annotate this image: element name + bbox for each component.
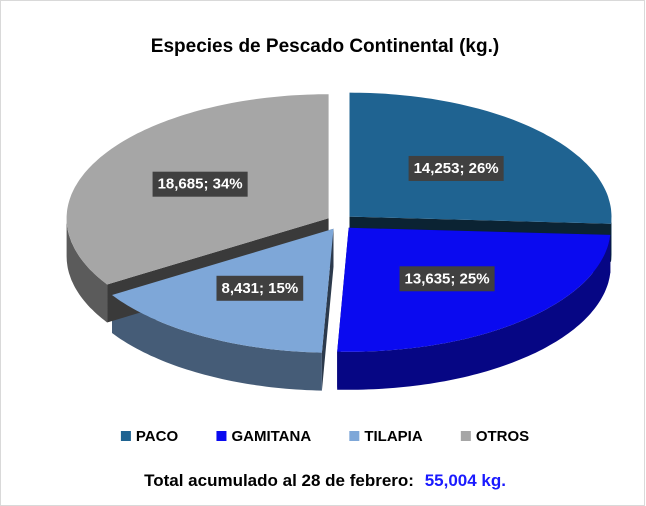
footer-text: Total acumulado al 28 de febrero: <box>144 471 414 490</box>
footer: Total acumulado al 28 de febrero: 55,004… <box>144 471 506 490</box>
slice-side <box>66 218 108 323</box>
slice-side <box>611 216 612 262</box>
legend-swatch <box>460 431 471 441</box>
slice-side <box>112 295 322 391</box>
data-label-box <box>216 275 304 301</box>
legend-swatch <box>120 431 131 441</box>
legend-label: GAMITANA <box>231 428 311 445</box>
legend-label: OTROS <box>476 428 529 445</box>
legend: PACO GAMITANA TILAPIA OTROS <box>120 428 529 445</box>
slice-cut-face <box>321 228 334 391</box>
data-label: 14,253; 26% <box>414 160 499 177</box>
data-label: 13,635; 25% <box>405 270 490 287</box>
legend-swatch <box>216 431 227 441</box>
pie: 14,253; 26% 13,635; 25% 8,431; 15% 18,685; … <box>66 92 612 391</box>
legend-label: TILAPIA <box>364 428 422 445</box>
legend-label: PACO <box>136 428 179 445</box>
chart-title: Especies de Pescado Continental (kg.) <box>151 36 499 57</box>
data-label-box <box>399 266 495 292</box>
footer-total: 55,004 kg. <box>425 471 506 490</box>
data-label-box <box>408 155 504 181</box>
data-label: 18,685; 34% <box>158 176 243 193</box>
data-label-box <box>152 171 248 197</box>
slice-side <box>337 234 611 390</box>
data-label: 8,431; 15% <box>221 280 298 297</box>
legend-swatch <box>349 431 360 441</box>
